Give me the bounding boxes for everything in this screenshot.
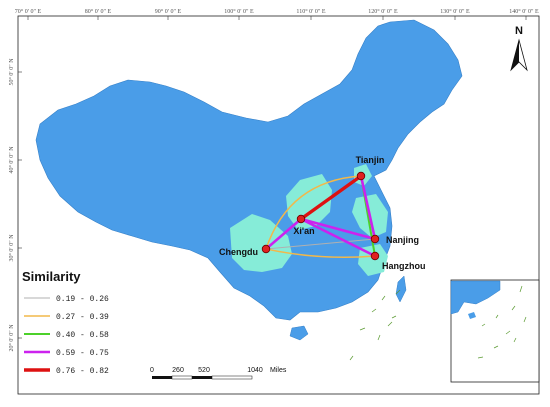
city-node-chengdu[interactable]: [261, 244, 271, 254]
city-labels: Tianjin Xi'an Nanjing Chengdu Hangzhou: [219, 155, 426, 271]
scale-bar: 0 260 520 1040 Miles: [150, 367, 287, 380]
lat-label-50: 50° 0′ 0″ N: [8, 58, 15, 86]
city-node-tianjin[interactable]: [356, 171, 366, 181]
city-label-nanjing: Nanjing: [386, 235, 419, 245]
legend-label-5: 0.76 - 0.82: [56, 367, 109, 376]
legend-items: 0.19 - 0.26 0.27 - 0.39 0.40 - 0.58 0.59 - …: [24, 295, 109, 376]
islets: [349, 289, 401, 361]
graticule-top-labels: 70° 0′ 0″ E 80° 0′ 0″ E 90° 0′ 0″ E 100°…: [15, 8, 539, 15]
province-chengdu-region: [230, 214, 292, 272]
lat-label-20: 20° 0′ 0″ N: [8, 324, 15, 352]
province-xian-region: [286, 174, 332, 230]
city-nodes: [261, 171, 380, 261]
link-tianjin-nanjing: [359, 174, 377, 241]
inset-islets: [477, 285, 527, 359]
scale-seg-4: [211, 375, 253, 380]
lon-label-140: 140° 0′ 0″ E: [509, 8, 539, 15]
graticule-left-labels: 50° 0′ 0″ N 40° 0′ 0″ N 30° 0′ 0″ N 20° …: [8, 58, 15, 352]
city-label-tianjin: Tianjin: [356, 155, 385, 165]
lat-label-40: 40° 0′ 0″ N: [8, 146, 15, 174]
city-label-hangzhou: Hangzhou: [382, 261, 426, 271]
city-node-hangzhou[interactable]: [370, 251, 380, 261]
legend-label-4: 0.59 - 0.75: [56, 349, 109, 358]
link-xi-an-nanjing: [299, 217, 377, 241]
link-xi-an-tianjin: [299, 174, 363, 221]
similarity-links: [264, 174, 377, 259]
scale-label-520: 520: [198, 367, 210, 374]
scale-seg-1: [152, 376, 172, 379]
city-label-xi-an: Xi'an: [293, 226, 314, 236]
legend: Similarity 0.19 - 0.26 0.27 - 0.39 0.40 - …: [22, 269, 109, 376]
lon-label-90: 90° 0′ 0″ E: [155, 8, 182, 15]
lon-label-120: 120° 0′ 0″ E: [368, 8, 398, 15]
city-node-xi-an[interactable]: [296, 214, 306, 224]
city-label-chengdu: Chengdu: [219, 247, 258, 257]
link-xi-an-hangzhou: [299, 217, 377, 258]
link-chengdu-nanjing: [265, 238, 376, 250]
north-arrow-half-icon: [511, 40, 519, 70]
link-chengdu-xi-an: [264, 217, 303, 251]
link-chengdu-hangzhou: [265, 248, 376, 259]
lon-label-80: 80° 0′ 0″ E: [85, 8, 112, 15]
south-china-sea-inset: [450, 279, 540, 383]
city-node-nanjing[interactable]: [370, 234, 380, 244]
lon-label-100: 100° 0′ 0″ E: [224, 8, 254, 15]
lon-label-70: 70° 0′ 0″ E: [15, 8, 42, 15]
taiwan-island: [395, 275, 407, 303]
lon-label-130: 130° 0′ 0″ E: [440, 8, 470, 15]
scale-unit: Miles: [270, 367, 287, 374]
north-arrow: N: [510, 25, 528, 72]
scale-label-0: 0: [150, 367, 154, 374]
inset-hainan: [468, 312, 476, 319]
hainan-island: [289, 325, 309, 341]
link-chengdu-tianjin: [265, 175, 362, 250]
legend-title: Similarity: [22, 269, 81, 284]
graticule-ticks: [18, 16, 527, 339]
lat-label-30: 30° 0′ 0″ N: [8, 234, 15, 262]
scale-label-1040: 1040: [247, 367, 263, 374]
scale-seg-3: [192, 376, 212, 379]
north-arrow-label: N: [515, 25, 523, 37]
scale-seg-2: [171, 375, 193, 380]
lon-label-110: 110° 0′ 0″ E: [296, 8, 325, 15]
legend-label-1: 0.19 - 0.26: [56, 295, 109, 304]
inset-coast: [450, 280, 501, 315]
legend-label-2: 0.27 - 0.39: [56, 313, 109, 322]
legend-label-3: 0.40 - 0.58: [56, 331, 109, 340]
scale-label-260: 260: [172, 367, 184, 374]
